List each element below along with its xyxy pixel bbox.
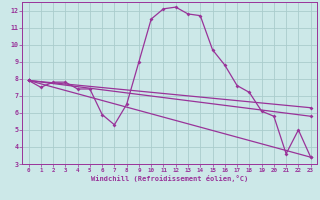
X-axis label: Windchill (Refroidissement éolien,°C): Windchill (Refroidissement éolien,°C) <box>91 175 248 182</box>
